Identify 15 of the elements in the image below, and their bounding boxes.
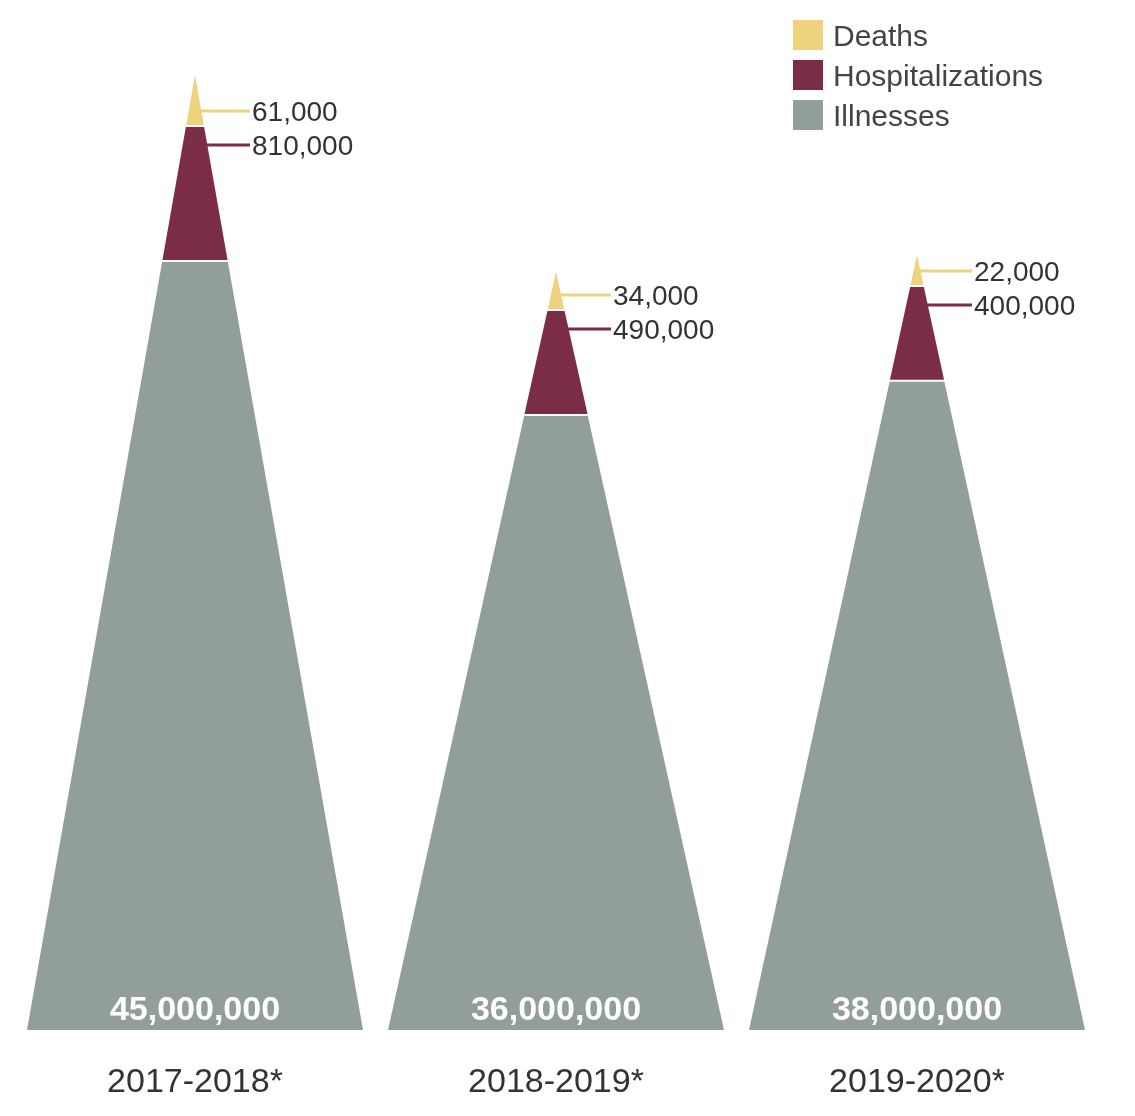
legend-label: Hospitalizations — [833, 58, 1044, 92]
category-label: 2019-2020* — [829, 1061, 1005, 1099]
data-label: 400,000 — [974, 289, 1076, 321]
data-label: 490,000 — [613, 313, 715, 345]
data-label: 810,000 — [252, 129, 354, 161]
data-label: 22,000 — [974, 255, 1060, 287]
legend-label: Illnesses — [833, 98, 950, 132]
category-label: 2017-2018* — [107, 1061, 283, 1099]
data-label: 45,000,000 — [109, 989, 281, 1027]
data-label: 34,000 — [613, 279, 699, 311]
data-label: 36,000,000 — [470, 989, 642, 1027]
legend-label: Deaths — [833, 18, 929, 52]
data-label: 61,000 — [252, 95, 338, 127]
data-label: 38,000,000 — [831, 989, 1003, 1027]
category-label: 2018-2019* — [468, 1061, 644, 1099]
